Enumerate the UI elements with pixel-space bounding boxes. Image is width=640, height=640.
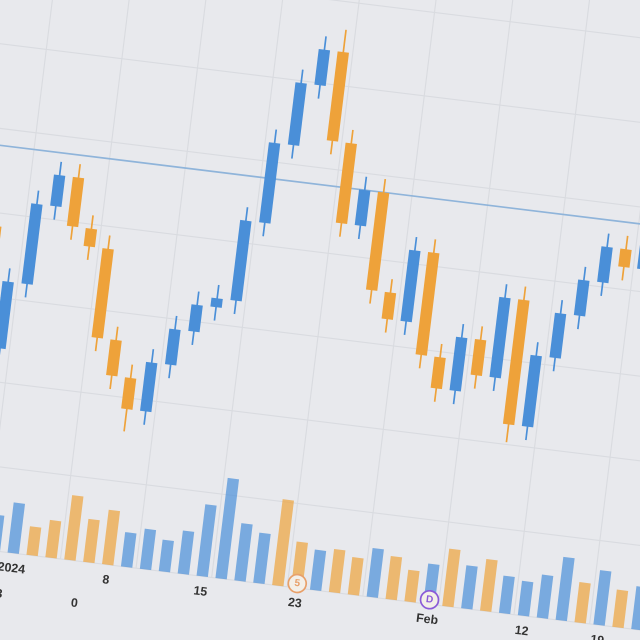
x-tick-label: Feb [415, 611, 439, 628]
x-tick-label: 23 [287, 595, 302, 611]
volume-bar [26, 526, 42, 557]
candle-body [400, 249, 421, 323]
volume-bar [328, 549, 346, 594]
candle-body [314, 49, 331, 86]
volume-bar [83, 518, 100, 564]
candle-body [188, 304, 203, 333]
x-tick-label: 8 [102, 572, 111, 587]
volume-bar [404, 569, 420, 603]
candle-body [259, 142, 281, 224]
volume-bar [536, 574, 554, 619]
candle-body [381, 291, 397, 320]
volume-bar [480, 559, 498, 612]
candle-body [164, 328, 181, 366]
volume-bar [309, 549, 327, 591]
volume-bar [272, 499, 294, 587]
grid-line [0, 39, 640, 134]
candle-body [287, 82, 307, 146]
volume-bar [215, 477, 240, 580]
volume-bar [177, 530, 195, 575]
candle-body [0, 281, 14, 350]
x-tick-label: 12 [514, 623, 529, 639]
candle-body [66, 176, 85, 228]
candle-body [230, 219, 252, 302]
x-tick-label: 2024 [0, 559, 26, 576]
candle-body [365, 191, 390, 291]
candle-body [521, 354, 542, 428]
volume-bar [574, 582, 591, 624]
candle-body [326, 51, 349, 142]
candle-body [50, 174, 66, 208]
volume-bar [234, 523, 253, 582]
volume-bar [102, 509, 121, 566]
candle-body [210, 297, 223, 308]
candle-body [106, 339, 122, 377]
grid-line [0, 122, 640, 217]
candle-body [91, 248, 114, 339]
candle-body [140, 361, 158, 413]
candle-body [618, 248, 632, 268]
event-marker [419, 589, 440, 610]
volume-bar [120, 532, 137, 568]
candle-body [573, 279, 590, 317]
candle-body [502, 299, 530, 426]
candle-body [489, 296, 511, 379]
candle-body [449, 336, 468, 392]
volume-bar [347, 557, 364, 596]
candle-body [415, 252, 440, 356]
volume-bar [158, 539, 174, 573]
volume-bar [196, 504, 217, 578]
volume-bar [45, 519, 62, 559]
footer-text: 303 [0, 584, 3, 600]
candle-body [83, 228, 98, 248]
volume-bar [442, 548, 461, 608]
candle-body [430, 356, 446, 390]
candle-body [597, 246, 613, 284]
footer-text: 0 [70, 595, 79, 610]
volume-bar [0, 514, 5, 552]
volume-bar [555, 556, 575, 622]
event-marker-label: 5 [294, 578, 301, 590]
reference-line [0, 125, 640, 248]
volume-bar [461, 565, 478, 610]
x-tick-label: 19 [590, 632, 605, 640]
volume-bar [612, 589, 629, 629]
candle-body [21, 203, 43, 285]
grid-line [0, 456, 640, 551]
volume-bar [517, 580, 534, 617]
event-marker-label: D [425, 594, 434, 606]
volume-bar [7, 502, 26, 554]
grid-line [0, 289, 640, 384]
volume-bar [366, 547, 384, 598]
grid-line [0, 373, 640, 468]
x-tick-label: 15 [193, 583, 208, 599]
volume-bar [385, 555, 403, 601]
candle-body [549, 312, 567, 359]
volume-bar [139, 528, 157, 571]
volume-bar [253, 532, 271, 585]
volume-bar [631, 586, 640, 631]
candle-body [470, 339, 487, 376]
grid-line [0, 0, 640, 51]
volume-bar [498, 575, 515, 615]
volume-bar [64, 495, 84, 561]
candle-body [121, 377, 137, 410]
event-marker [287, 573, 308, 594]
volume-bar [593, 570, 612, 626]
candle-body [354, 189, 371, 227]
candle-body [335, 142, 357, 225]
